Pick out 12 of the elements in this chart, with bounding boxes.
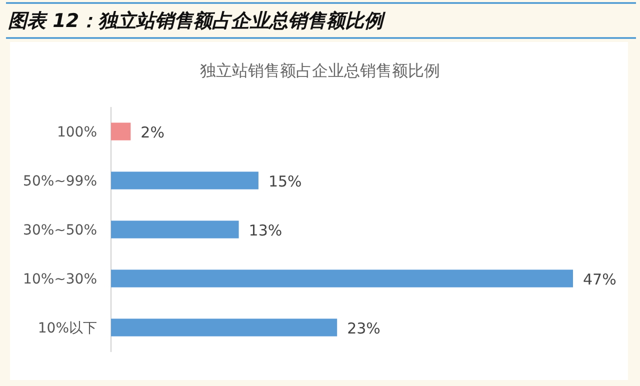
data-label: 2% xyxy=(140,124,164,142)
y-tick-label: 10%以下 xyxy=(38,320,97,336)
y-tick-label: 100% xyxy=(56,124,97,140)
chart-title: 图表 12：独立站销售额占企业总销售额比例 xyxy=(8,10,386,32)
data-label: 13% xyxy=(248,222,282,240)
data-label: 15% xyxy=(268,172,302,190)
y-tick-label: 50%~99% xyxy=(23,174,97,190)
y-tick-label: 30%~50% xyxy=(23,222,97,238)
data-label: 47% xyxy=(583,270,616,288)
data-label: 23% xyxy=(347,320,380,338)
chart-subtitle: 独立站销售额占企业总销售额比例 xyxy=(200,61,440,80)
y-tick-label: 10%~30% xyxy=(23,272,97,288)
